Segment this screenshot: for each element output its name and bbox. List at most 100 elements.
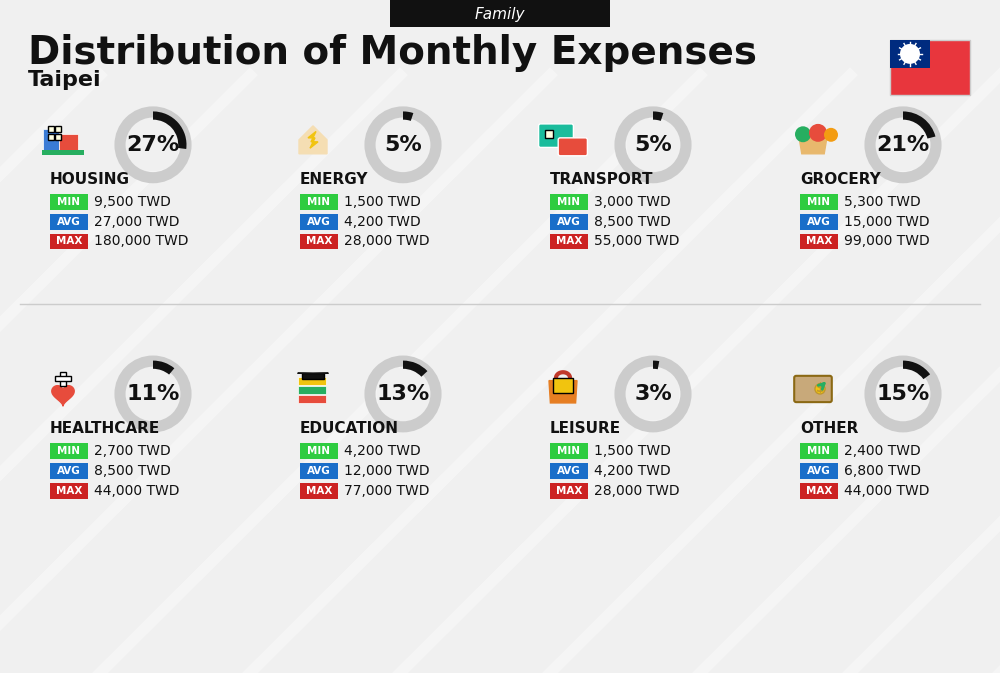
Text: AVG: AVG (557, 466, 581, 476)
Text: AVG: AVG (557, 217, 581, 227)
FancyBboxPatch shape (800, 443, 838, 459)
Wedge shape (153, 112, 186, 149)
Text: 8,500 TWD: 8,500 TWD (94, 464, 171, 478)
FancyBboxPatch shape (545, 130, 553, 139)
Text: 21%: 21% (876, 135, 930, 155)
Polygon shape (549, 381, 577, 403)
Text: MAX: MAX (56, 486, 82, 495)
Text: MIN: MIN (808, 446, 830, 456)
Text: 15,000 TWD: 15,000 TWD (844, 215, 930, 229)
Text: $: $ (816, 382, 824, 396)
Circle shape (824, 128, 838, 142)
Text: LEISURE: LEISURE (550, 421, 621, 436)
Text: MIN: MIN (58, 446, 80, 456)
Circle shape (127, 368, 179, 419)
FancyBboxPatch shape (550, 194, 588, 209)
FancyBboxPatch shape (800, 194, 838, 209)
Text: 6,800 TWD: 6,800 TWD (844, 464, 921, 478)
FancyBboxPatch shape (300, 194, 338, 209)
Text: MAX: MAX (556, 236, 582, 246)
FancyBboxPatch shape (55, 134, 61, 140)
Text: MAX: MAX (306, 486, 332, 495)
Text: 2,700 TWD: 2,700 TWD (94, 444, 171, 458)
Text: 4,200 TWD: 4,200 TWD (594, 464, 671, 478)
FancyBboxPatch shape (550, 234, 588, 250)
Text: AVG: AVG (307, 217, 331, 227)
Wedge shape (903, 361, 930, 379)
FancyBboxPatch shape (800, 213, 838, 229)
Text: 4,200 TWD: 4,200 TWD (344, 215, 421, 229)
Text: MIN: MIN (558, 446, 580, 456)
FancyBboxPatch shape (50, 194, 88, 209)
Text: 8,500 TWD: 8,500 TWD (594, 215, 671, 229)
Text: 4,200 TWD: 4,200 TWD (344, 444, 421, 458)
FancyBboxPatch shape (300, 234, 338, 250)
FancyBboxPatch shape (298, 395, 326, 403)
Text: 55,000 TWD: 55,000 TWD (594, 234, 680, 248)
Text: MAX: MAX (806, 236, 832, 246)
Circle shape (877, 119, 929, 170)
Text: MAX: MAX (806, 486, 832, 495)
Text: MAX: MAX (556, 486, 582, 495)
FancyBboxPatch shape (800, 234, 838, 250)
FancyBboxPatch shape (550, 213, 588, 229)
Text: 3%: 3% (634, 384, 672, 404)
Text: 77,000 TWD: 77,000 TWD (344, 484, 430, 497)
FancyBboxPatch shape (800, 483, 838, 499)
Circle shape (815, 384, 825, 394)
FancyBboxPatch shape (390, 0, 610, 27)
Text: 27,000 TWD: 27,000 TWD (94, 215, 180, 229)
FancyBboxPatch shape (42, 150, 84, 155)
Text: 28,000 TWD: 28,000 TWD (594, 484, 680, 497)
Text: AVG: AVG (307, 466, 331, 476)
FancyBboxPatch shape (300, 213, 338, 229)
Text: MIN: MIN (58, 197, 80, 207)
Circle shape (809, 124, 827, 142)
Text: TRANSPORT: TRANSPORT (550, 172, 654, 187)
FancyBboxPatch shape (50, 463, 88, 479)
Text: 2,400 TWD: 2,400 TWD (844, 444, 921, 458)
Text: MIN: MIN (308, 446, 330, 456)
Text: 11%: 11% (126, 384, 180, 404)
FancyBboxPatch shape (50, 443, 88, 459)
Wedge shape (403, 361, 427, 377)
Text: HEALTHCARE: HEALTHCARE (50, 421, 160, 436)
FancyBboxPatch shape (300, 443, 338, 459)
Text: AVG: AVG (57, 217, 81, 227)
Text: Taipei: Taipei (28, 70, 102, 90)
Circle shape (377, 368, 429, 419)
Text: 180,000 TWD: 180,000 TWD (94, 234, 188, 248)
Text: AVG: AVG (807, 466, 831, 476)
FancyBboxPatch shape (50, 213, 88, 229)
FancyBboxPatch shape (539, 124, 573, 147)
Text: Family: Family (475, 7, 525, 22)
FancyBboxPatch shape (298, 378, 326, 385)
FancyBboxPatch shape (558, 138, 587, 155)
Text: HOUSING: HOUSING (50, 172, 130, 187)
FancyBboxPatch shape (553, 378, 573, 393)
Polygon shape (308, 131, 318, 148)
Polygon shape (52, 386, 74, 406)
Circle shape (877, 368, 929, 419)
FancyBboxPatch shape (50, 234, 88, 250)
Text: EDUCATION: EDUCATION (300, 421, 399, 436)
Text: Distribution of Monthly Expenses: Distribution of Monthly Expenses (28, 34, 757, 72)
FancyBboxPatch shape (300, 463, 338, 479)
Circle shape (795, 127, 811, 142)
FancyBboxPatch shape (550, 463, 588, 479)
FancyBboxPatch shape (43, 129, 59, 154)
FancyBboxPatch shape (800, 463, 838, 479)
Text: AVG: AVG (57, 466, 81, 476)
Wedge shape (153, 361, 174, 375)
Text: 44,000 TWD: 44,000 TWD (844, 484, 930, 497)
Text: 1,500 TWD: 1,500 TWD (594, 444, 671, 458)
Text: OTHER: OTHER (800, 421, 858, 436)
Circle shape (900, 44, 920, 64)
Text: 44,000 TWD: 44,000 TWD (94, 484, 180, 497)
Text: ENERGY: ENERGY (300, 172, 368, 187)
Circle shape (627, 119, 679, 170)
Text: 13%: 13% (376, 384, 430, 404)
FancyBboxPatch shape (55, 376, 71, 381)
Wedge shape (653, 112, 663, 121)
Wedge shape (903, 112, 935, 139)
